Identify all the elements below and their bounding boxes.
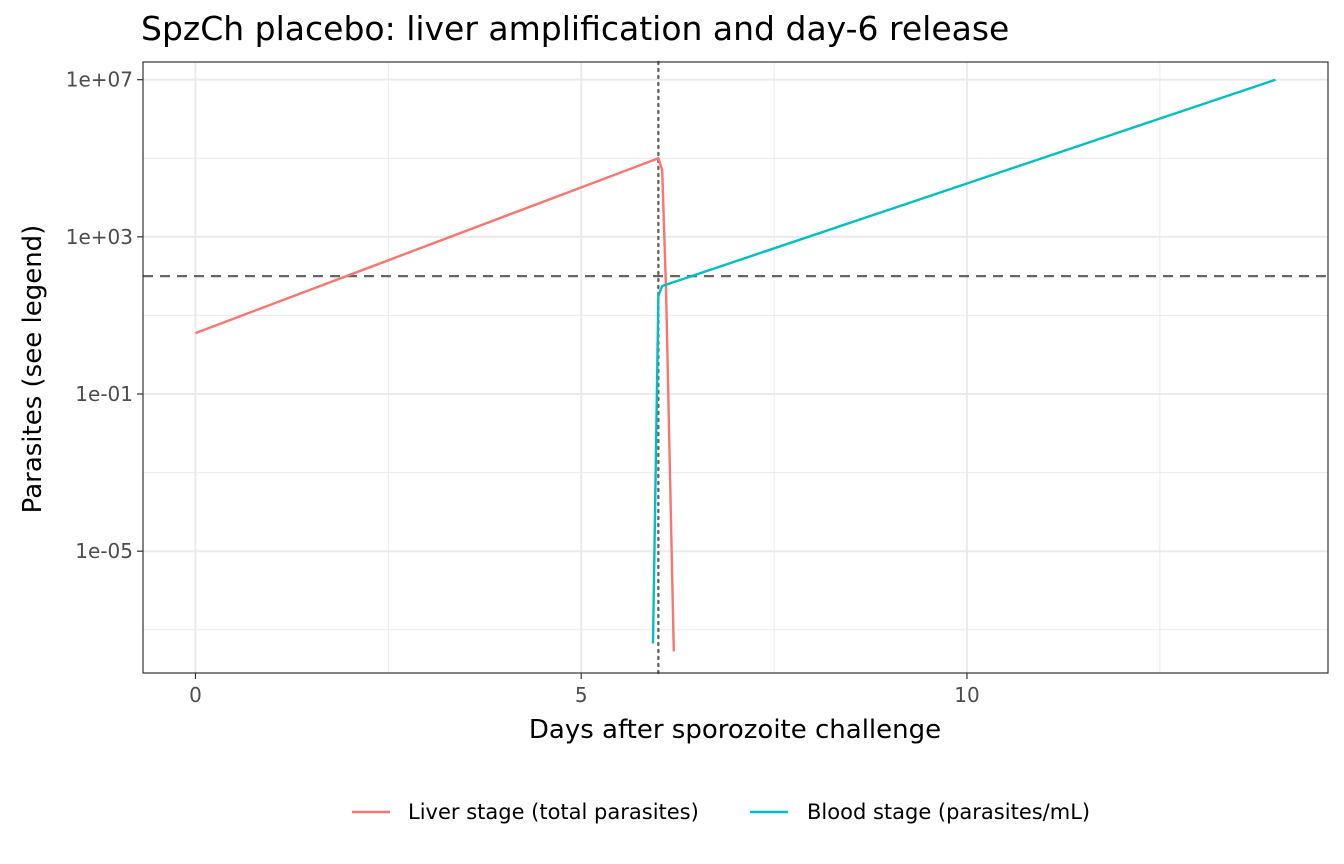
y-tick-label: 1e+03 [66, 225, 133, 249]
blood-stage-line [651, 78, 1276, 644]
y-axis-title: Parasites (see legend) [18, 225, 48, 514]
y-tick-label: 1e-01 [75, 382, 133, 406]
panel-background [143, 62, 1328, 673]
reference-lines [143, 60, 1328, 675]
legend-blood-item: Blood stage (parasites/mL) [750, 800, 1090, 824]
plot-panel [142, 61, 1329, 674]
legend-liver-item: Liver stage (total parasites) [352, 800, 699, 824]
x-axis: 0 5 10 [189, 673, 980, 707]
grid [143, 62, 1328, 673]
chart-title: SpzCh placebo: liver amplification and d… [141, 9, 1009, 48]
y-axis: 1e+07 1e+03 1e-01 1e-05 [66, 68, 143, 563]
legend-blood-label: Blood stage (parasites/mL) [807, 800, 1090, 824]
series-lines [195, 78, 1276, 652]
y-tick-label: 1e+07 [66, 68, 133, 92]
y-tick-label: 1e-05 [75, 539, 133, 563]
legend-liver-label: Liver stage (total parasites) [408, 800, 699, 824]
liver-stage-line [195, 157, 675, 652]
legend: Liver stage (total parasites) Blood stage… [352, 800, 1090, 824]
x-tick-label: 0 [189, 683, 202, 707]
x-tick-label: 10 [954, 683, 979, 707]
x-axis-title: Days after sporozoite challenge [529, 715, 941, 745]
x-tick-label: 5 [575, 683, 588, 707]
